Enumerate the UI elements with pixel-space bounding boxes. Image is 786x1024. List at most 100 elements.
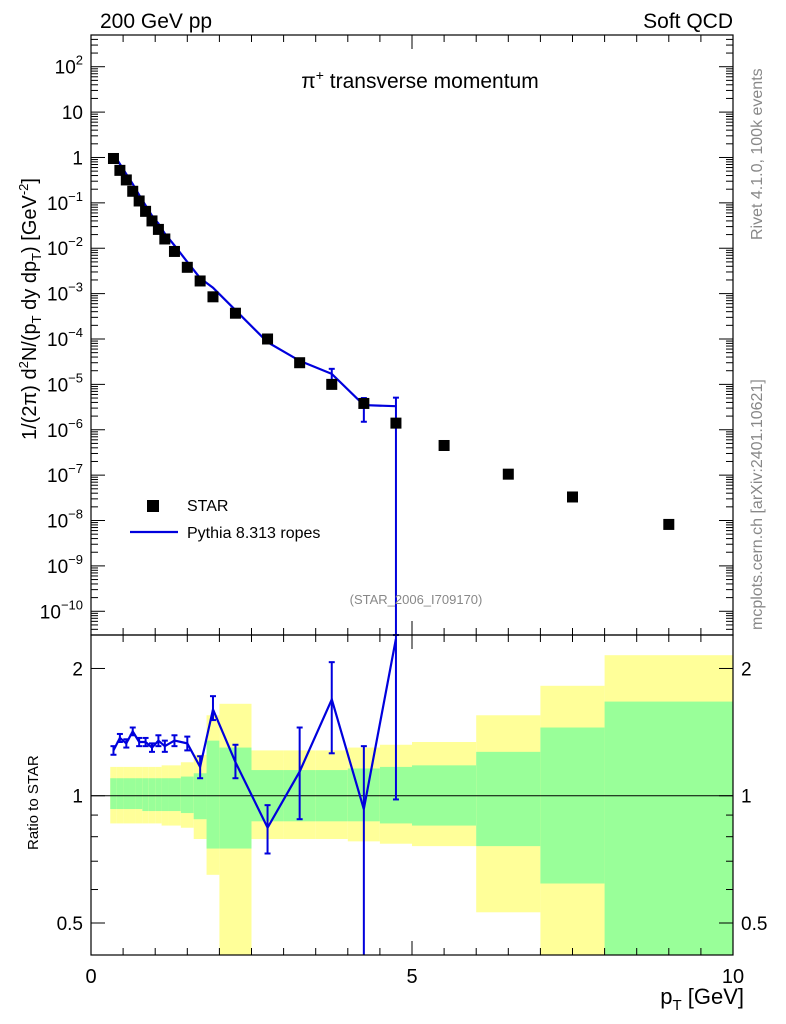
star-point <box>152 223 164 235</box>
ratio-y-tick-label-right: 0.5 <box>741 914 767 935</box>
plot-title: π+ transverse momentum <box>301 67 538 93</box>
band-inner <box>148 778 156 812</box>
ratio-y-tick-label-right: 1 <box>741 787 752 808</box>
ratio-y-label: Ratio to STAR <box>25 755 42 850</box>
x-tick-label: 0 <box>85 966 96 988</box>
ylabel-prefix: 1/(2 <box>19 406 41 440</box>
tick-base: 10 <box>62 103 83 124</box>
star-point <box>358 397 370 409</box>
xlabel-main: p <box>660 984 672 1009</box>
header-right: Soft QCD <box>643 10 733 33</box>
main-y-tick-label: 1 <box>72 148 83 169</box>
main-y-tick-label: 10−2 <box>47 234 83 260</box>
star-point <box>390 417 402 429</box>
title-rest: transverse momentum <box>324 70 539 93</box>
band-inner <box>155 778 162 812</box>
star-point <box>120 174 132 186</box>
title-pi: π <box>301 70 316 93</box>
band-inner <box>476 751 541 847</box>
star-point <box>127 185 139 197</box>
star-point <box>438 439 450 451</box>
ylabel-unit: ) [GeV <box>19 195 41 253</box>
main-y-tick-label: 10−4 <box>47 325 83 351</box>
star-point <box>207 291 219 303</box>
ratio-y-tick-label-left: 0.5 <box>57 914 83 935</box>
ylabel-sub-t2: T <box>29 253 44 261</box>
main-y-tick-label: 10−10 <box>40 597 83 623</box>
tick-exponent: 2 <box>76 53 83 68</box>
band-inner <box>193 773 207 820</box>
mcplots-label: mcplots.cern.ch [arXiv:2401.10621] <box>749 379 766 630</box>
main-points <box>107 152 675 636</box>
ylabel-dy: dy dp <box>19 261 41 315</box>
tick-base: 10 <box>47 557 68 578</box>
ylabel-mid: ) d <box>19 368 41 391</box>
band-inner <box>168 778 181 812</box>
analysis-watermark: (STAR_2006_I709170) <box>350 592 483 607</box>
tick-base: 10 <box>47 421 68 442</box>
star-point <box>159 233 171 245</box>
star-point <box>663 518 675 530</box>
main-frame <box>90 34 734 636</box>
x-axis-label: pT [GeV] <box>660 984 744 1014</box>
ratio-y-tick-label-right: 2 <box>741 659 752 680</box>
xlabel-sub: T <box>672 997 681 1014</box>
legend-data-label: STAR <box>187 498 228 515</box>
main-y-tick-label: 10 <box>62 103 83 124</box>
main-y-tick-label: 10−8 <box>47 507 83 533</box>
tick-base: 10 <box>47 194 68 215</box>
ylabel-sup2: 2 <box>16 361 31 368</box>
ratio-ticks: 2 2 1 1 0.5 0.5 0 5 10 <box>57 635 767 988</box>
legend-data-marker <box>147 500 159 512</box>
tick-exponent: −4 <box>68 325 83 340</box>
ylabel-unit-sup: -2 <box>16 184 31 196</box>
main-y-tick-label: 10−3 <box>47 280 83 306</box>
ratio-y-tick-label-left: 1 <box>72 787 83 808</box>
tick-exponent: −8 <box>68 507 83 522</box>
ratio-y-tick-label-left: 2 <box>72 659 83 680</box>
ylabel-close: ] <box>19 178 41 184</box>
band-inner <box>206 740 220 849</box>
main-panel: 10210110−110−210−310−410−510−610−710−810… <box>16 34 734 636</box>
tick-exponent: −3 <box>68 280 83 295</box>
tick-exponent: −1 <box>68 189 83 204</box>
star-point <box>229 307 241 319</box>
tick-base: 10 <box>47 285 68 306</box>
tick-base: 10 <box>47 330 68 351</box>
main-y-tick-label: 102 <box>55 53 83 79</box>
star-point <box>262 333 274 345</box>
band-inner <box>116 778 124 810</box>
band-inner <box>161 778 169 812</box>
tick-exponent: −10 <box>61 597 83 612</box>
star-point <box>168 245 180 257</box>
tick-base: 10 <box>47 512 68 533</box>
x-tick-label: 10 <box>722 966 744 988</box>
ratio-frame <box>90 634 734 956</box>
ylabel-sub-t1: T <box>29 315 44 323</box>
x-tick-label: 5 <box>406 966 417 988</box>
tick-exponent: −9 <box>68 552 83 567</box>
main-y-tick-label: 10−1 <box>47 189 83 215</box>
band-inner <box>110 778 117 810</box>
main-y-label: 1/(2π) d2N/(pT dy dpT) [GeV-2] <box>16 178 44 440</box>
star-point <box>146 215 158 227</box>
header-left: 200 GeV pp <box>100 10 212 33</box>
tick-exponent: −7 <box>68 461 83 476</box>
tick-base: 10 <box>47 466 68 487</box>
tick-exponent: −6 <box>68 416 83 431</box>
ylabel-pi: π <box>19 392 41 406</box>
legend: STAR Pythia 8.313 ropes <box>130 498 320 542</box>
band-inner <box>129 778 136 810</box>
tick-base: 10 <box>40 602 61 623</box>
star-point <box>194 275 206 287</box>
star-point <box>181 261 193 273</box>
star-point <box>107 152 119 164</box>
main-y-tick-label: 10−7 <box>47 461 83 487</box>
star-point <box>114 164 126 176</box>
main-y-tick-label: 10−9 <box>47 552 83 578</box>
band-inner <box>123 778 130 810</box>
tick-base: 10 <box>47 239 68 260</box>
star-point <box>502 468 514 480</box>
star-point <box>567 491 578 503</box>
main-y-tick-label: 10−5 <box>47 370 83 396</box>
